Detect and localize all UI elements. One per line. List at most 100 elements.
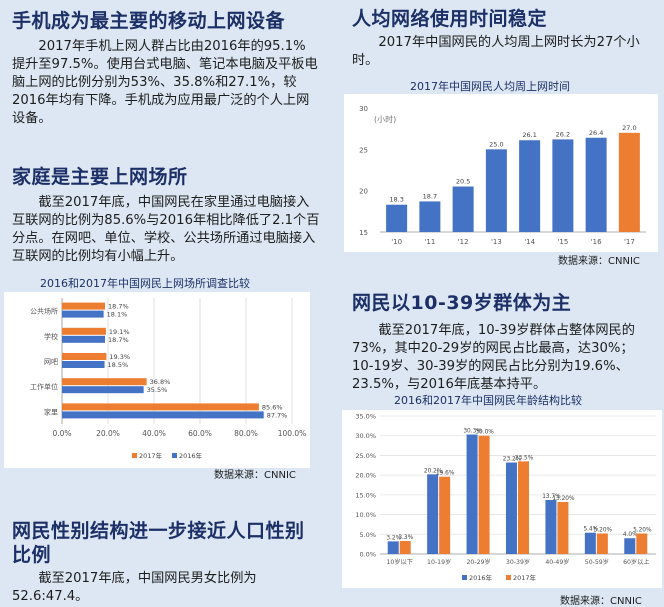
paragraph-age-structure: 截至2017年底，10-39岁群体占整体网民的73%，其中20-29岁的网民占比… — [352, 323, 635, 392]
value-label: 20.5 — [456, 178, 470, 186]
value-label: 19.3% — [109, 353, 130, 361]
value-label: 85.6% — [262, 403, 283, 411]
right-column: 人均网络使用时间稳定 2017年中国网民的人均周上网时长为27个小时。 2017… — [338, 0, 664, 607]
value-label: 3.2% — [386, 535, 401, 541]
x-tick-label: 0.0% — [52, 429, 71, 438]
y-tick-label: 0.0% — [359, 551, 376, 559]
legend-swatch — [132, 453, 137, 458]
bar-2016年 — [506, 462, 517, 554]
bar-2017年 — [636, 533, 648, 554]
value-label: 5.4% — [583, 527, 598, 533]
value-label: 18.5% — [108, 361, 129, 369]
heading-home-access: 家庭是主要上网场所 — [12, 166, 188, 188]
legend-swatch — [172, 453, 177, 458]
value-label: 23.5% — [515, 455, 534, 461]
value-label: 19.1% — [109, 328, 130, 336]
value-label: 4.0% — [623, 532, 638, 538]
paragraph-gender: 截至2017年底，中国网民男女比例为52.6:47.4。 — [12, 571, 257, 604]
bar — [618, 132, 640, 232]
x-tick-label: 20.0% — [96, 429, 120, 438]
category-label: 工作单位 — [30, 382, 58, 391]
paragraph-home-access: 截至2017年底，中国网民在家里通过电脑接入互联网的比例为85.6%与2016年… — [12, 195, 320, 264]
x-tick-label: 40.0% — [142, 429, 166, 438]
value-label: 87.7% — [267, 411, 288, 419]
value-label: 5.20% — [633, 527, 652, 533]
heading-gender-line2: 比例 — [12, 544, 52, 566]
access-location-chart-title: 2016和2017年中国网民上网场所调查比较 — [40, 277, 250, 290]
bar-2017年 — [62, 353, 107, 360]
category-label: 公共场所 — [30, 307, 58, 316]
x-tick-label: '12 — [458, 238, 469, 246]
value-label: 13.7% — [542, 494, 561, 500]
value-label: 13.20% — [552, 496, 575, 502]
heading-gender-line1: 网民性别结构进一步接近人口性别 — [12, 520, 305, 542]
y-tick-label: 35.0% — [355, 413, 376, 421]
age-chart-title: 2016和2017年中国网民年龄结构比较 — [394, 394, 582, 407]
bar-2017年 — [557, 501, 569, 554]
bar — [452, 186, 474, 232]
bar-2017年 — [62, 327, 106, 335]
bar-2016年 — [545, 499, 557, 554]
paragraph-mobile-device: 2017年手机上网人群占比由2016年的95.1%提升至97.5%。使用台式电脑… — [12, 39, 318, 126]
access-location-chart: 0.0% 20.0% 40.0% 60.0% 80.0% 100.0%公共场所18.7%1… — [30, 298, 306, 460]
bar — [519, 140, 541, 232]
value-label: 23.2% — [503, 457, 522, 463]
y-tick-label: 30.0% — [355, 432, 376, 440]
bar-2017年 — [478, 435, 490, 554]
bar-2017年 — [439, 476, 451, 554]
value-label: 30.0% — [475, 430, 494, 436]
weekly-hours-chart: 15 20 25 30 (小时) 18.3 '10 18.7 '11 20.5 '12 25.0 '13… — [359, 105, 646, 246]
legend-label: 2017年 — [513, 573, 537, 582]
y-tick-label: 15.0% — [355, 491, 376, 499]
bar-2017年 — [62, 302, 106, 310]
paragraph-usage-time: 2017年中国网民的人均周上网时长为27个小时。 — [352, 35, 640, 68]
x-tick-label: '16 — [591, 238, 602, 246]
bar-2016年 — [387, 541, 399, 554]
legend-swatch — [506, 575, 511, 580]
bar-2016年 — [466, 434, 478, 554]
x-tick-label: '15 — [557, 238, 568, 246]
x-tick-label: 20-29岁 — [466, 558, 490, 566]
value-label: 18.3 — [389, 196, 403, 204]
value-label: 5.20% — [594, 527, 613, 533]
x-tick-label: '13 — [491, 238, 502, 246]
bar — [552, 139, 574, 232]
bar-2016年 — [427, 474, 439, 554]
x-tick-label: 80.0% — [234, 429, 258, 438]
bar — [386, 204, 408, 232]
legend-label: 2017年 — [139, 451, 163, 460]
y-tick-label: 5.0% — [359, 531, 376, 539]
y-tick-label: 20.0% — [355, 472, 376, 480]
x-tick-label: '17 — [624, 238, 635, 246]
x-tick-label: '10 — [391, 238, 402, 246]
bar-2016年 — [62, 310, 104, 318]
x-tick-label: 50-59岁 — [585, 558, 609, 566]
bar-2016年 — [62, 361, 105, 368]
x-tick-label: 60岁以上 — [623, 558, 649, 566]
y-tick-label: 15 — [359, 229, 368, 237]
bar-2017年 — [518, 461, 529, 554]
bar-2016年 — [624, 538, 636, 554]
value-label: 18.1% — [107, 311, 128, 319]
y-tick-label: 25 — [359, 146, 368, 154]
legend-label: 2016年 — [469, 573, 493, 582]
weekly-hours-chart-panel: 15 20 25 30 (小时) 18.3 '10 18.7 '11 20.5 '12 25.0 '13… — [344, 94, 658, 252]
value-label: 26.1 — [522, 131, 536, 139]
heading-age-structure: 网民以10-39岁群体为主 — [352, 292, 572, 314]
weekly-hours-chart-title: 2017年中国网民人均周上网时间 — [410, 80, 570, 93]
y-axis-unit: (小时) — [374, 114, 396, 124]
bar — [585, 137, 607, 232]
y-tick-label: 25.0% — [355, 452, 376, 460]
value-label: 18.7 — [423, 192, 437, 200]
bar-2016年 — [62, 335, 106, 343]
bar-2017年 — [62, 403, 259, 411]
legend-label: 2016年 — [179, 451, 203, 460]
age-chart-panel: 0.0% 5.0% 10.0% 15.0% 20.0% 25.0% 30.0% 35.0% 3.… — [342, 410, 662, 588]
access-location-chart-panel: 0.0% 20.0% 40.0% 60.0% 80.0% 100.0% 公共场所 18.7% 1… — [4, 292, 310, 468]
heading-mobile-device: 手机成为最主要的移动上网设备 — [12, 10, 286, 32]
bar-2016年 — [62, 411, 264, 419]
weekly-hours-source: 数据来源：CNNIC — [558, 256, 640, 267]
value-label: 18.7% — [108, 336, 129, 344]
bar-2017年 — [399, 540, 411, 554]
x-tick-label: 10岁以下 — [386, 558, 412, 566]
